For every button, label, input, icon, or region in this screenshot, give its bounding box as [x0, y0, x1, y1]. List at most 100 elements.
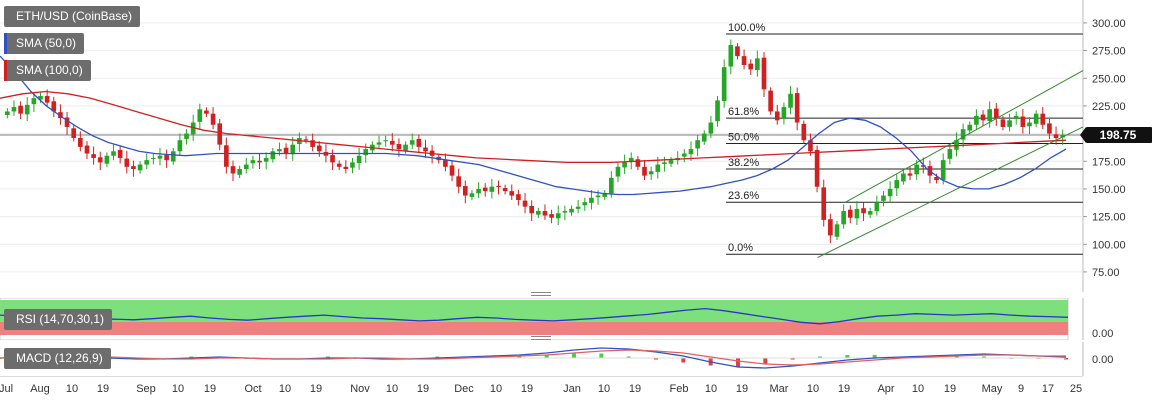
candle-down: [462, 180, 468, 204]
candle-down: [801, 120, 807, 144]
rsi-label: RSI (14,70,30,1): [16, 312, 105, 326]
rsi-pane[interactable]: 0.00 RSI (14,70,30,1): [0, 298, 1153, 340]
candle-up: [104, 152, 110, 168]
sma50-label: SMA (50,0): [16, 36, 77, 50]
candle-down: [224, 137, 229, 174]
time-tick-label: May: [982, 383, 1003, 395]
price-tick-label: 100.00: [1092, 239, 1126, 251]
candle-down: [456, 168, 461, 194]
candle-up: [589, 190, 594, 210]
candle-down: [516, 189, 521, 206]
macd-histogram-bar: [1064, 358, 1068, 360]
candle-up: [1033, 110, 1039, 128]
candle-down: [84, 141, 90, 160]
symbol-legend[interactable]: ETH/USD (CoinBase): [4, 6, 141, 27]
candle-down: [761, 52, 767, 98]
candle-up: [250, 155, 256, 169]
candle-down: [343, 160, 349, 174]
candle-down: [316, 141, 322, 157]
ascending-channel[interactable]: [817, 70, 1084, 258]
candle-up: [834, 221, 840, 241]
candle-up: [615, 162, 621, 183]
macd-histogram-bar: [435, 356, 440, 358]
candle-down: [124, 150, 130, 174]
candle-up: [469, 190, 475, 201]
macd-histogram-bar: [599, 353, 604, 358]
time-tick-label: 10: [598, 383, 610, 395]
rsi-axis-label: 0.00: [1092, 328, 1113, 340]
time-tick-label: Oct: [244, 383, 261, 395]
macd-pane[interactable]: 0.00 MACD (12,26,9): [0, 342, 1153, 376]
candle-down: [993, 103, 999, 126]
time-tick-label: 25: [1070, 383, 1082, 395]
candle-up: [476, 182, 481, 198]
candle-up: [270, 147, 276, 163]
macd-legend[interactable]: MACD (12,26,9): [4, 348, 111, 369]
candle-down: [58, 104, 63, 125]
candle-down: [449, 161, 455, 182]
candle-up: [721, 59, 727, 108]
sma50-legend[interactable]: SMA (50,0): [4, 33, 85, 54]
time-tick-label: Sep: [136, 383, 156, 395]
price-tick-label: 275.00: [1092, 46, 1126, 58]
candle-up: [688, 141, 694, 161]
candle-up: [4, 108, 10, 119]
price-chart-pane[interactable]: 100.0% 61.8% 50.0% 38.2% 23.6% 0.0% 300.00 275…: [0, 0, 1153, 292]
price-tick-label: 75.00: [1092, 267, 1120, 279]
candle-up: [151, 153, 156, 165]
macd-histogram-bar: [790, 358, 795, 360]
time-tick-label: Jul: [0, 383, 13, 395]
candle-up: [562, 205, 568, 221]
price-tick-label: 150.00: [1092, 184, 1126, 196]
candle-down: [97, 151, 103, 171]
time-axis[interactable]: Jul Aug 10 19 Sep 10 19 Oct 10 19 Nov 10 19 Dec 10 19 Ja…: [0, 376, 1153, 400]
time-tick-label: Dec: [454, 383, 474, 395]
candle-down: [1040, 107, 1046, 130]
macd-label: MACD (12,26,9): [16, 351, 103, 365]
candle-down: [907, 166, 913, 181]
sma50-line: [0, 55, 1067, 196]
candle-up: [11, 100, 17, 116]
candle-up: [31, 92, 37, 112]
macd-chart[interactable]: 0.00: [0, 342, 1153, 376]
time-axis-svg[interactable]: Jul Aug 10 19 Sep 10 19 Oct 10 19 Nov 10 19 Dec 10 19 Ja…: [0, 376, 1153, 400]
candle-down: [748, 59, 754, 75]
sma100-legend[interactable]: SMA (100,0): [4, 60, 91, 81]
price-axis[interactable]: 300.00275.00250.00225.00200.00175.00150.…: [1083, 18, 1126, 279]
time-tick-label: 19: [521, 383, 533, 395]
channel-upper-line: [845, 70, 1084, 203]
rsi-oversold-band: [0, 322, 1068, 335]
macd-histogram-bar: [845, 355, 850, 358]
rsi-chart[interactable]: 0.00: [0, 298, 1153, 340]
time-tick-label: 19: [417, 383, 429, 395]
candle-up: [1013, 111, 1019, 125]
candle-down: [482, 183, 488, 197]
candle-down: [1047, 118, 1052, 140]
candle-down: [117, 145, 123, 164]
candle-down: [1020, 108, 1026, 134]
candle-up: [137, 161, 143, 174]
price-chart[interactable]: 100.0% 61.8% 50.0% 38.2% 23.6% 0.0% 300.00 275…: [0, 0, 1153, 292]
candle-up: [184, 129, 189, 145]
candle-down: [204, 107, 209, 117]
candle-up: [582, 197, 588, 211]
channel-lower-line: [817, 126, 1084, 258]
candle-up: [290, 136, 296, 161]
time-tick-label: Aug: [30, 383, 50, 395]
time-tick-label: 10: [172, 383, 184, 395]
rsi-legend[interactable]: RSI (14,70,30,1): [4, 309, 113, 330]
macd-histogram-bar: [544, 355, 549, 358]
candle-down: [735, 43, 740, 60]
candle-up: [177, 133, 183, 156]
price-tick-label: 250.00: [1092, 73, 1126, 85]
price-tick-label: 175.00: [1092, 156, 1126, 168]
price-tick-label: 300.00: [1092, 18, 1126, 30]
candle-up: [708, 115, 714, 139]
candle-down: [808, 133, 813, 156]
candle-up: [383, 135, 388, 147]
candle-up: [781, 102, 787, 125]
candle-down: [828, 213, 833, 244]
symbol-label: ETH/USD (CoinBase): [16, 9, 133, 23]
time-tick-label: 19: [736, 383, 748, 395]
candle-up: [602, 190, 608, 201]
